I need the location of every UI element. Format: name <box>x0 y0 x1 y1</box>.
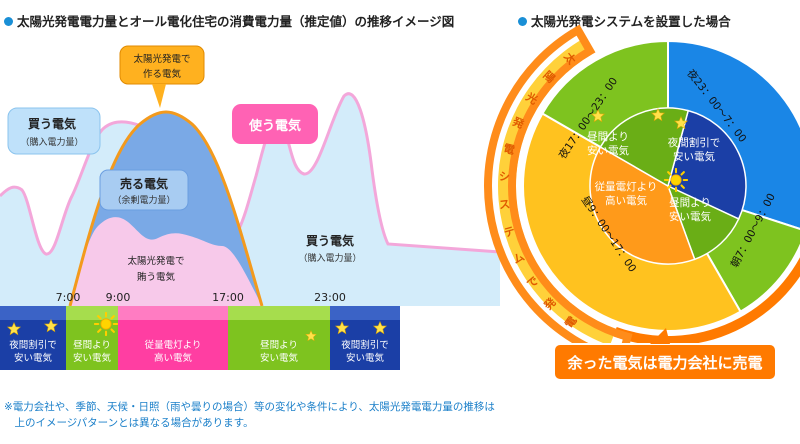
arc-label-char: 電 <box>502 142 516 157</box>
time-label-1700: 17:00 <box>212 291 244 304</box>
band-label-evening-1: 昼間より <box>260 340 298 351</box>
use-label: 使う電気 <box>248 118 301 134</box>
pie-inner-label-evening: 安い電気 <box>587 144 629 157</box>
arc-label-char: ム <box>511 250 527 266</box>
pie-inner-label-morning: 昼間より <box>669 197 711 209</box>
callout-self: 太陽光発電で 賄う電気 <box>127 255 184 283</box>
pie-inner-label-day: 高い電気 <box>605 194 647 207</box>
band-label-day-1: 従量電灯より <box>145 339 202 351</box>
solar-arc-outer <box>484 24 633 365</box>
band-label-night-1: 夜間割引で <box>9 339 57 351</box>
band-label-evening-2: 安い電気 <box>260 352 299 364</box>
sun-icon <box>94 312 118 336</box>
pie-inner-label-night: 夜間割引で <box>668 136 721 149</box>
band-label-morning-2: 安い電気 <box>73 352 112 364</box>
self-consumption-area <box>70 217 262 306</box>
footnote-line2: 上のイメージパターンとは異なる場合があります。 <box>4 417 254 429</box>
bullet-icon <box>518 17 527 26</box>
tariff-band: 夜間割引で 安い電気 昼間より 安い電気 従量電灯より 高い電気 昼間より 安い… <box>0 306 400 370</box>
buy-right-sub: （購入電力量） <box>298 252 361 264</box>
sell-arc <box>613 257 800 346</box>
pie-inner-label-day: 従量電灯より <box>595 180 658 193</box>
arc-label-char: ス <box>498 198 510 212</box>
pie-inner-label-morning: 安い電気 <box>669 210 711 223</box>
callout-use: 使う電気 <box>232 104 318 144</box>
sun-icon <box>664 168 688 192</box>
sell-sub: （余剰電力量） <box>112 194 175 206</box>
footnote-line1: ※電力会社や、季節、天候・日照（雨や曇りの場合）等の変化や条件により、太陽光発電… <box>4 401 495 413</box>
band-label-night2-1: 夜間割引で <box>341 339 389 351</box>
arc-label-char: テ <box>502 224 516 240</box>
banner-pointer <box>650 328 670 344</box>
arc-label-char: シ <box>499 170 511 184</box>
right-pie-diagram: 夜23：00〜7：00朝7：00〜9：00昼9：00〜17：00夜17：00〜2… <box>484 24 800 381</box>
buy-left-sub: （購入電力量） <box>20 136 83 148</box>
time-label-0700: 7:00 <box>56 291 81 304</box>
sell-title: 売る電気 <box>120 176 168 191</box>
time-axis: 7:00 9:00 17:00 23:00 <box>56 291 346 304</box>
pie-inner-label-night: 安い電気 <box>673 150 715 163</box>
right-title: 太陽光発電システムを設置した場合 <box>518 11 731 30</box>
buy-right-title: 買う電気 <box>306 233 354 248</box>
band-label-day-2: 高い電気 <box>154 352 193 364</box>
callout-solar-line1: 太陽光発電で <box>133 53 190 65</box>
self-line2: 賄う電気 <box>137 271 176 283</box>
time-label-2300: 23:00 <box>314 291 346 304</box>
sell-banner-label: 余った電気は電力会社に売電 <box>566 354 762 372</box>
self-line1: 太陽光発電で <box>127 255 184 267</box>
buy-left-title: 買う電気 <box>28 116 76 131</box>
pie-inner-day <box>589 145 696 265</box>
time-label-0900: 9:00 <box>106 291 131 304</box>
callout-sell: 売る電気 （余剰電力量） <box>99 169 189 211</box>
callout-buy-left: 買う電気 （購入電力量） <box>7 107 101 155</box>
callout-solar-generation: 太陽光発電で 作る電気 <box>119 45 205 108</box>
band-label-night2-2: 安い電気 <box>346 352 385 364</box>
pie-inner-label-evening: 昼間より <box>587 131 629 143</box>
pie-inner-night <box>667 109 747 220</box>
callout-buy-right: 買う電気 （購入電力量） <box>298 233 361 264</box>
pie-inner-morning <box>666 184 740 261</box>
left-chart: 太陽光発電で 作る電気 買う電気 （購入電力量） 使う電気 売る電気 （余剰電力… <box>0 45 501 370</box>
band-label-night-2: 安い電気 <box>14 352 53 364</box>
diagram-canvas: 太陽光発電で 作る電気 買う電気 （購入電力量） 使う電気 売る電気 （余剰電力… <box>0 24 800 381</box>
band-daytime <box>118 320 228 370</box>
callout-solar-line2: 作る電気 <box>143 68 182 80</box>
footnote: ※電力会社や、季節、天候・日照（雨や曇りの場合）等の変化や条件により、太陽光発電… <box>4 399 495 431</box>
band-label-morning-1: 昼間より <box>73 340 111 351</box>
band-evening <box>228 320 330 370</box>
pie-inner-evening <box>599 107 690 188</box>
bullet-icon <box>4 17 13 26</box>
left-title: 太陽光発電電力量とオール電化住宅の消費電力量（推定値）の推移イメージ図 <box>4 11 454 30</box>
